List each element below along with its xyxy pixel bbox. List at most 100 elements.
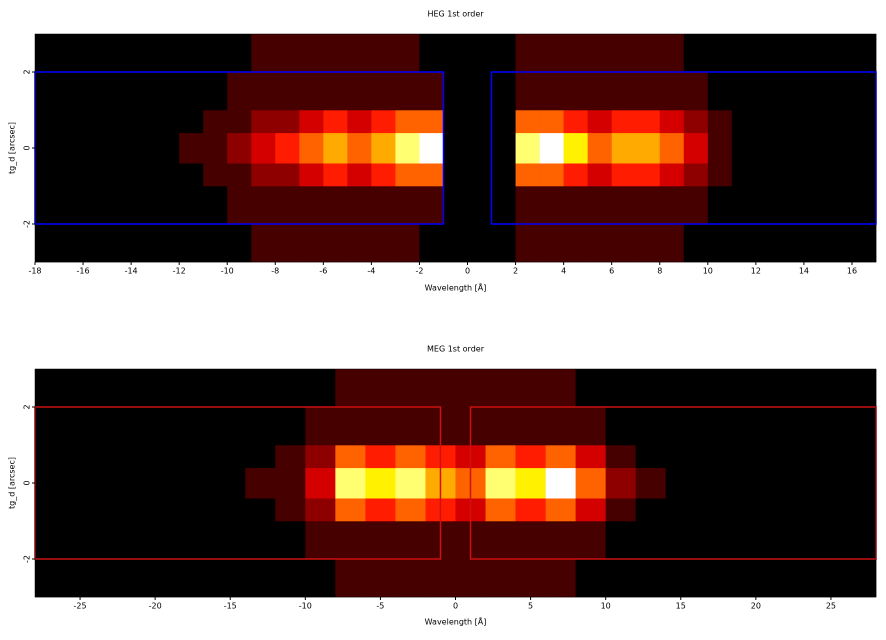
heat-cell [305, 445, 336, 469]
heat-cell [851, 110, 877, 134]
heat-cell [365, 521, 396, 560]
heat-cell [365, 559, 396, 598]
heat-cell [491, 186, 516, 225]
heat-cell [635, 110, 661, 134]
heat-cell [755, 186, 781, 225]
heat-cell [335, 498, 366, 522]
heat-cell [683, 72, 709, 111]
heat-cell [491, 34, 516, 73]
heat-cell [725, 445, 757, 469]
heat-cell [215, 369, 246, 408]
heat-cell [395, 407, 426, 446]
heat-cell [755, 163, 781, 187]
heat-cell [335, 467, 366, 499]
heat-cell [395, 369, 426, 408]
heat-cell [155, 72, 180, 111]
heat-cell [125, 559, 156, 598]
heat-cell [227, 34, 252, 73]
heat-cell [95, 498, 126, 522]
heat-cell [203, 110, 228, 134]
heat-cell [125, 407, 156, 446]
heat-cell [575, 407, 606, 446]
heat-cell [179, 132, 204, 164]
heat-cell [347, 186, 372, 225]
heat-cell [395, 34, 420, 73]
heat-cell [83, 186, 108, 225]
heat-cell [755, 498, 787, 522]
heat-cell [305, 498, 336, 522]
heat-cell [203, 132, 228, 164]
heat-cell [803, 186, 829, 225]
heat-cell [305, 559, 336, 598]
heat-cell [365, 467, 396, 499]
heat-cell [491, 163, 516, 187]
heat-cell [515, 34, 540, 73]
heat-cell [245, 407, 276, 446]
heat-cell [845, 467, 877, 499]
heat-cell [707, 72, 733, 111]
heat-cell [179, 186, 204, 225]
x-axis-label: Wavelength [Å] [425, 616, 487, 627]
heat-cell [659, 224, 685, 263]
heat-cell [683, 186, 709, 225]
heat-cell [443, 224, 468, 263]
heat-cell [683, 132, 709, 164]
y-axis-label: tg_d [arcsec] [8, 457, 17, 509]
heat-cell [755, 467, 787, 499]
heat-cell [419, 163, 444, 187]
x-tick-label: -15 [224, 602, 237, 611]
heat-cell [125, 445, 156, 469]
heat-cell [395, 521, 426, 560]
heat-cell [725, 369, 757, 408]
heat-cell [827, 163, 853, 187]
heat-cell [419, 34, 444, 73]
heat-cell [95, 521, 126, 560]
y-tick-label: 2 [23, 69, 32, 74]
heat-cell [245, 521, 276, 560]
heat-cell [275, 224, 300, 263]
heat-cell [779, 186, 805, 225]
heat-cell [611, 186, 637, 225]
heat-cell [83, 163, 108, 187]
heat-cell [587, 186, 612, 225]
heat-cell [785, 467, 817, 499]
heat-cell [155, 163, 180, 187]
heat-cell [731, 186, 757, 225]
x-tick-label: 20 [751, 602, 761, 611]
x-tick-label: -20 [149, 602, 162, 611]
heat-cell [731, 72, 757, 111]
heat-cell [785, 445, 817, 469]
heat-cell [635, 186, 661, 225]
chart-title: MEG 1st order [427, 345, 485, 354]
heat-cell [845, 521, 877, 560]
heat-cell [803, 72, 829, 111]
x-tick-label: 0 [465, 267, 470, 276]
heat-cell [35, 467, 66, 499]
x-tick-label: -16 [77, 267, 90, 276]
heat-cell [35, 34, 60, 73]
heat-cell [695, 498, 727, 522]
heat-cell [665, 445, 697, 469]
heat-cell [755, 369, 787, 408]
x-tick-label: 15 [676, 602, 686, 611]
heat-cell [371, 34, 396, 73]
heat-cell [587, 34, 612, 73]
heat-cell [665, 559, 697, 598]
heat-cell [851, 186, 877, 225]
heat-cell [395, 445, 426, 469]
heat-cell [665, 498, 697, 522]
heat-cell [131, 163, 156, 187]
heat-cell [65, 369, 96, 408]
heat-cell [65, 521, 96, 560]
heat-cell [683, 163, 709, 187]
heat-cell [659, 186, 685, 225]
x-tick-label: 10 [703, 267, 713, 276]
heat-cell [605, 521, 637, 560]
x-tick-label: -6 [319, 267, 327, 276]
heat-cell [419, 224, 444, 263]
heat-cell [251, 34, 276, 73]
heat-cell [575, 467, 606, 499]
heat-cell [659, 72, 685, 111]
heat-cell [611, 72, 637, 111]
